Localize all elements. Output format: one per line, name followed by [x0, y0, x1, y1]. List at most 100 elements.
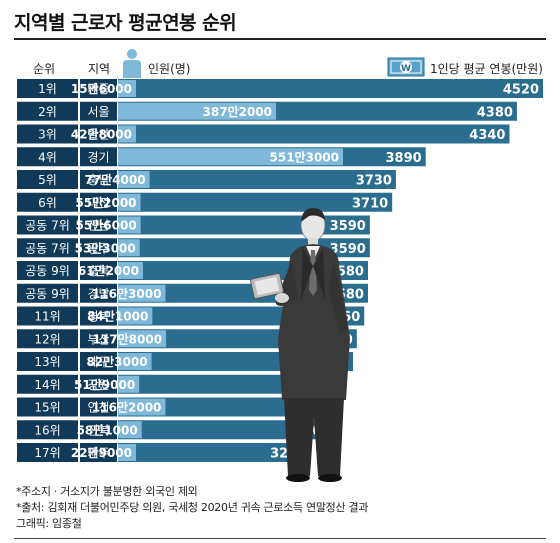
rank-cell [17, 397, 78, 417]
header-salary: 1인당 평균 연봉(만원) [430, 62, 543, 76]
region-cell [80, 374, 117, 394]
population-bar [118, 262, 143, 279]
population-bar [118, 444, 136, 461]
header-rank: 순위 [33, 62, 56, 76]
population-label: 55만6000 [76, 218, 137, 233]
rank-label: 3위 [38, 128, 57, 142]
rank-cell [17, 79, 78, 98]
salary-bar [118, 443, 311, 462]
population-label: 51만9000 [74, 377, 135, 392]
region-cell [80, 420, 117, 440]
rank-label: 12위 [34, 332, 60, 346]
population-label: 22만9000 [71, 445, 132, 460]
population-label: 84만1000 [87, 309, 148, 324]
population-label: 53만3000 [75, 240, 136, 255]
region-cell [80, 101, 117, 121]
won-money-icon: W [387, 57, 425, 77]
bottom-rule [14, 538, 546, 539]
region-cell [80, 192, 117, 212]
rank-label: 16위 [34, 423, 60, 437]
region-label: 강원 [87, 378, 109, 392]
region-cell [80, 261, 117, 280]
person-icon [123, 49, 141, 78]
region-label: 제주 [87, 446, 109, 460]
rank-label: 14위 [34, 378, 60, 392]
population-bar [118, 375, 140, 393]
salary-label: 3890 [386, 151, 422, 166]
region-cell [80, 124, 117, 144]
population-bar [118, 125, 136, 143]
region-label: 대구 [87, 355, 109, 369]
region-label: 경북 [87, 310, 109, 324]
population-bar [118, 330, 167, 348]
population-label: 116만3000 [92, 286, 162, 301]
footnote-exclusion: *주소지 · 거소지가 불분명한 외국인 제외 [16, 485, 198, 498]
population-bar [118, 284, 166, 302]
population-label: 61만2000 [78, 263, 139, 278]
rank-cell [17, 192, 78, 212]
chart-title: 지역별 근로자 평균연봉 순위 [14, 12, 237, 34]
region-label: 서울 [87, 105, 109, 119]
region-cell [80, 215, 117, 235]
region-label: 경남 [87, 287, 109, 301]
salary-bar [118, 79, 543, 98]
rank-cell [17, 352, 78, 371]
header-region: 지역 [88, 62, 111, 76]
population-bar [118, 102, 277, 120]
rank-cell [17, 261, 78, 280]
salary-bar [118, 170, 396, 189]
rank-label: 17위 [34, 446, 60, 460]
rank-label: 공동 9위 [25, 264, 70, 278]
rank-cell [17, 215, 78, 235]
region-cell [80, 443, 117, 462]
rank-cell [17, 283, 78, 303]
rank-label: 4위 [38, 150, 57, 164]
footnote-source: *출처: 김회재 더불어민주당 의원, 국세청 2020년 귀속 근로소득 연말… [16, 501, 369, 514]
salary-bar [118, 124, 510, 144]
salary-label: 4380 [477, 105, 513, 120]
region-label: 인천 [87, 400, 109, 415]
region-label: 부산 [87, 332, 109, 346]
population-label: 387만2000 [203, 104, 273, 119]
population-bar [118, 239, 140, 257]
region-label: 전북 [87, 423, 109, 437]
rank-cell [17, 124, 78, 144]
region-label: 광주 [87, 241, 109, 255]
population-bar [118, 171, 150, 188]
region-label: 대전 [87, 196, 109, 210]
rank-label: 2위 [38, 105, 57, 119]
population-label: 77만4000 [84, 172, 145, 187]
salary-label: 3590 [330, 219, 366, 234]
rank-label: 15위 [34, 401, 60, 415]
region-label: 경기 [87, 150, 109, 164]
rank-cell [17, 170, 78, 189]
rank-label: 공동 7위 [25, 219, 70, 233]
population-label: 42만8000 [71, 127, 132, 142]
rank-label: 공동 7위 [25, 241, 70, 255]
region-label: 충북 [87, 264, 109, 278]
population-label: 117만8000 [93, 331, 163, 346]
population-bar [118, 80, 136, 97]
population-bar [118, 307, 153, 325]
rank-cell [17, 329, 78, 349]
salary-bar [118, 420, 335, 440]
region-cell [80, 397, 117, 417]
population-bar [118, 216, 141, 234]
salary-label: 3710 [352, 196, 388, 211]
region-cell [80, 170, 117, 189]
rank-cell [17, 374, 78, 394]
region-cell [80, 306, 117, 326]
businessman-with-tablet-illustration [250, 208, 350, 482]
region-cell [80, 283, 117, 303]
region-label: 전남 [87, 219, 109, 233]
population-bar [118, 398, 166, 416]
rank-cell [17, 101, 78, 121]
population-label: 551만3000 [270, 149, 340, 164]
population-label: 82만3000 [86, 354, 147, 369]
population-label: 55만2000 [75, 195, 136, 210]
salary-label: 3590 [330, 242, 366, 257]
salary-label: 4520 [503, 83, 539, 98]
region-cell [80, 147, 117, 167]
population-bar [118, 148, 343, 166]
